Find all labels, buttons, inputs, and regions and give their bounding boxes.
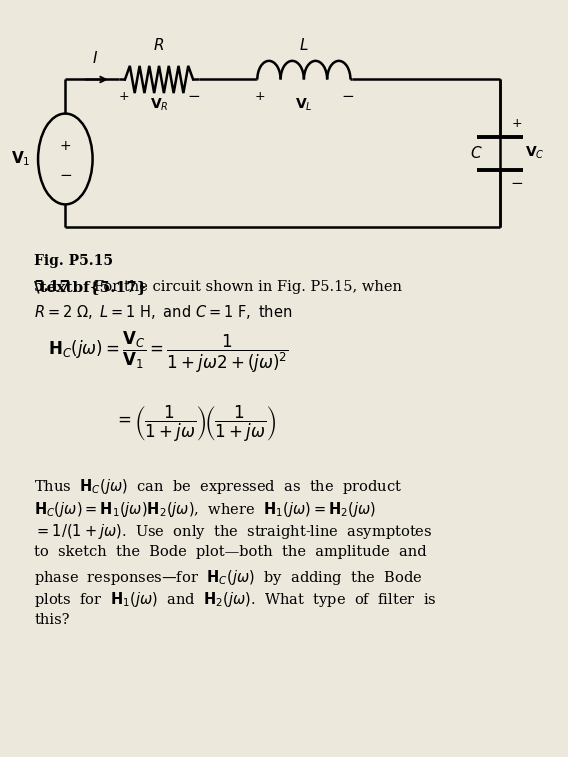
Text: $\mathbf{V}_R$: $\mathbf{V}_R$ [150,96,168,113]
Text: plots  for  $\mathbf{H}_1(j\omega)$  and  $\mathbf{H}_2(j\omega)$.  What  type  : plots for $\mathbf{H}_1(j\omega)$ and $\… [34,590,437,609]
Text: this?: this? [34,613,69,627]
Text: to  sketch  the  Bode  plot—both  the  amplitude  and: to sketch the Bode plot—both the amplitu… [34,545,427,559]
Text: \textbf{5.17}: \textbf{5.17} [34,280,147,294]
Text: Fig. P5.15: Fig. P5.15 [34,254,113,267]
Text: $\mathbf{V}_L$: $\mathbf{V}_L$ [295,96,313,113]
Text: +: + [60,139,71,153]
Text: $\mathbf{H}_C(j\omega) = \dfrac{\mathbf{V}_C}{\mathbf{V}_1} = \dfrac{1}{1 + j\om: $\mathbf{H}_C(j\omega) = \dfrac{\mathbf{… [48,329,289,375]
Text: $L$: $L$ [299,37,308,53]
Text: phase  responses—for  $\mathbf{H}_C(j\omega)$  by  adding  the  Bode: phase responses—for $\mathbf{H}_C(j\omeg… [34,568,423,587]
Text: $\mathbf{V}_1$: $\mathbf{V}_1$ [11,150,31,168]
Text: $= 1/(1 + j\omega)$.  Use  only  the  straight-line  asymptotes: $= 1/(1 + j\omega)$. Use only the straig… [34,522,433,541]
Text: $= \left(\dfrac{1}{1 + j\omega}\right)\!\left(\dfrac{1}{1 + j\omega}\right)$: $= \left(\dfrac{1}{1 + j\omega}\right)\!… [114,403,276,444]
Text: $\mathbf{V}_C$: $\mathbf{V}_C$ [525,145,545,161]
Text: −: − [341,89,354,104]
Text: +: + [119,89,129,103]
Text: $R$: $R$ [153,37,165,53]
Text: −: − [188,89,201,104]
Text: +: + [512,117,522,129]
Text: −: − [511,176,523,191]
Text: 5.17: 5.17 [34,280,71,294]
Text: $R = 2\ \Omega,\ L = 1\ \mathrm{H},\ \mathrm{and}\ C = 1\ \mathrm{F,\ then}$: $R = 2\ \Omega,\ L = 1\ \mathrm{H},\ \ma… [34,303,293,321]
Text: −: − [59,168,72,183]
Text: For the circuit shown in Fig. P5.15, when: For the circuit shown in Fig. P5.15, whe… [94,280,402,294]
Text: Thus  $\mathbf{H}_C(j\omega)$  can  be  expressed  as  the  product: Thus $\mathbf{H}_C(j\omega)$ can be expr… [34,477,402,496]
Text: $C$: $C$ [470,145,482,161]
Text: $\mathbf{H}_C(j\omega) = \mathbf{H}_1(j\omega)\mathbf{H}_2(j\omega)$,  where  $\: $\mathbf{H}_C(j\omega) = \mathbf{H}_1(j\… [34,500,376,519]
Text: $\mathit{I}$: $\mathit{I}$ [93,50,98,66]
Text: +: + [255,89,265,103]
